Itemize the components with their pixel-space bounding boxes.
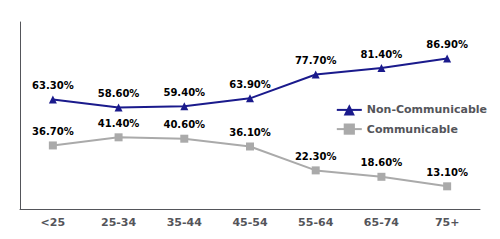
svg-text:36.10%: 36.10% bbox=[229, 127, 271, 138]
svg-text:40.60%: 40.60% bbox=[163, 119, 205, 130]
svg-text:45-54: 45-54 bbox=[232, 216, 268, 229]
svg-text:35-44: 35-44 bbox=[167, 216, 203, 229]
svg-text:<25: <25 bbox=[41, 216, 66, 229]
svg-text:18.60%: 18.60% bbox=[361, 157, 403, 168]
svg-text:77.70%: 77.70% bbox=[295, 55, 337, 66]
svg-text:63.30%: 63.30% bbox=[32, 80, 74, 91]
svg-text:59.40%: 59.40% bbox=[163, 87, 205, 98]
svg-text:81.40%: 81.40% bbox=[361, 49, 403, 60]
svg-text:Communicable: Communicable bbox=[367, 123, 458, 136]
svg-text:Non-Communicable: Non-Communicable bbox=[367, 103, 487, 116]
svg-text:63.90%: 63.90% bbox=[229, 79, 271, 90]
svg-text:13.10%: 13.10% bbox=[426, 167, 468, 178]
svg-text:36.70%: 36.70% bbox=[32, 126, 74, 137]
svg-text:41.40%: 41.40% bbox=[98, 118, 140, 129]
svg-text:58.60%: 58.60% bbox=[98, 88, 140, 99]
svg-text:22.30%: 22.30% bbox=[295, 151, 337, 162]
svg-text:75+: 75+ bbox=[435, 216, 460, 229]
svg-text:65-74: 65-74 bbox=[364, 216, 400, 229]
svg-text:86.90%: 86.90% bbox=[426, 39, 468, 50]
svg-text:25-34: 25-34 bbox=[101, 216, 137, 229]
svg-text:55-64: 55-64 bbox=[298, 216, 334, 229]
